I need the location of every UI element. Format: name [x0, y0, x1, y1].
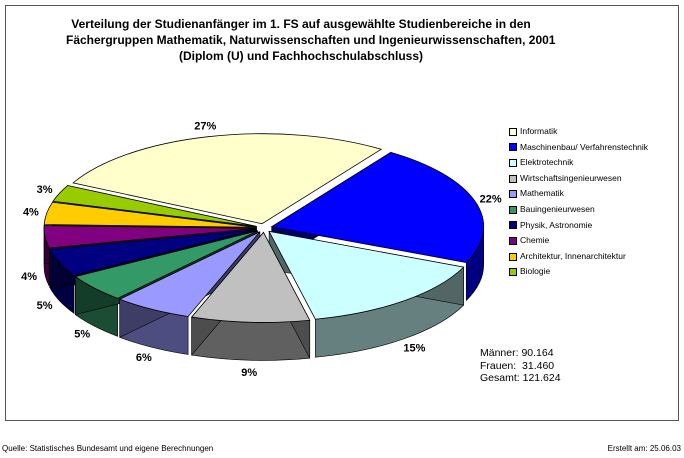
- totals-label: Gesamt:: [480, 372, 520, 384]
- pie-percent-label: 4%: [23, 206, 39, 218]
- legend-label: Wirtschaftsingenieurwesen: [520, 172, 622, 183]
- pie-slice-1: [72, 133, 383, 225]
- pie-slice-3: [268, 230, 465, 320]
- legend-item-informatik: Informatik: [509, 124, 669, 140]
- legend-label: Physik, Astronomie: [520, 219, 593, 230]
- legend-item-physik: Physik, Astronomie: [509, 218, 669, 234]
- legend-swatch: [509, 205, 517, 214]
- pie-label-layer: 27% 22% 15% 9% 6% 5% 5% 4% 4% 3%: [21, 120, 502, 378]
- pie-percent-label: 6%: [136, 352, 152, 364]
- pie-percent-label: 15%: [403, 343, 425, 355]
- totals-row-gesamt: Gesamt: 121.624: [480, 372, 561, 385]
- chart-legend: Informatik Maschinenbau/ Verfahrenstechn…: [509, 124, 669, 280]
- pie-percent-label: 4%: [21, 271, 37, 283]
- legend-swatch: [509, 127, 517, 136]
- legend-item-chemie: Chemie: [509, 233, 669, 249]
- legend-item-architektur: Architektur, Innenarchitektur: [509, 249, 669, 265]
- chart-frame: Verteilung der Studienanfänger im 1. FS …: [5, 5, 679, 421]
- legend-item-wirtschaftsingenieurwesen: Wirtschaftsingenieurwesen: [509, 171, 669, 187]
- legend-item-bauingenieurwesen: Bauingenieurwesen: [509, 202, 669, 218]
- legend-swatch: [509, 252, 517, 261]
- legend-label: Biologie: [520, 266, 551, 277]
- pie-slice-4: [190, 231, 311, 323]
- chart-title: Verteilung der Studienanfänger im 1. FS …: [66, 16, 556, 64]
- legend-item-elektrotechnik: Elektrotechnik: [509, 155, 669, 171]
- pie-slice-9: [43, 201, 257, 228]
- totals-value: 90.164: [521, 347, 554, 359]
- legend-label: Chemie: [520, 235, 550, 246]
- pie-slice-2: [270, 151, 485, 263]
- legend-label: Architektur, Innenarchitektur: [520, 250, 626, 261]
- pie-percent-label: 9%: [241, 367, 257, 379]
- legend-swatch: [509, 236, 517, 245]
- pie-percent-label: 3%: [37, 184, 53, 196]
- legend-label: Maschinenbau/ Verfahrenstechnik: [520, 141, 649, 152]
- legend-item-biologie: Biologie: [509, 264, 669, 280]
- legend-label: Mathematik: [520, 188, 564, 199]
- pie-top-layer: [43, 133, 485, 323]
- totals-value: 31.460: [522, 359, 555, 372]
- footer-source: Quelle: Statistisches Bundesamt und eige…: [2, 444, 214, 453]
- legend-swatch: [509, 268, 517, 277]
- pie-percent-label: 22%: [480, 193, 502, 205]
- legend-item-mathematik: Mathematik: [509, 186, 669, 202]
- pie-slice-7: [49, 229, 257, 276]
- pie-slice-8: [43, 225, 257, 249]
- legend-label: Elektrotechnik: [520, 157, 574, 168]
- pie-chart: 27% 22% 15% 9% 6% 5% 5% 4% 4% 3%: [21, 120, 502, 378]
- legend-swatch: [509, 174, 517, 183]
- totals-row-frauen: Frauen: 31.460: [480, 360, 561, 373]
- totals-label: Männer:: [480, 347, 519, 359]
- legend-label: Informatik: [520, 126, 558, 136]
- pie-slice-6: [74, 230, 259, 299]
- chart-title-line-2: Fächergruppen Mathematik, Naturwissensch…: [66, 33, 556, 47]
- totals-value: 121.624: [522, 372, 561, 384]
- pie-percent-label: 5%: [74, 329, 90, 341]
- pie-slice-5: [118, 231, 261, 317]
- totals-row-maenner: Männer: 90.164: [480, 347, 561, 360]
- legend-label: Bauingenieurwesen: [520, 203, 595, 214]
- pie-slice-10: [52, 185, 257, 227]
- legend-item-maschinenbau: Maschinenbau/ Verfahrenstechnik: [509, 140, 669, 156]
- chart-title-line-1: Verteilung der Studienanfänger im 1. FS …: [71, 17, 531, 31]
- pie-percent-label: 5%: [37, 300, 53, 312]
- legend-swatch: [509, 221, 517, 230]
- legend-swatch: [509, 190, 517, 199]
- pie-percent-label: 27%: [194, 120, 216, 132]
- totals-box: Männer: 90.164 Frauen: 31.460 Gesamt: 12…: [480, 347, 561, 385]
- legend-swatch: [509, 158, 517, 167]
- totals-label: Frauen:: [480, 359, 517, 372]
- chart-title-line-3: (Diplom (U) und Fachhochschulabschluss): [178, 49, 423, 63]
- footer-created-date: Erstellt am: 25.06.03: [607, 444, 681, 453]
- legend-swatch: [509, 143, 517, 152]
